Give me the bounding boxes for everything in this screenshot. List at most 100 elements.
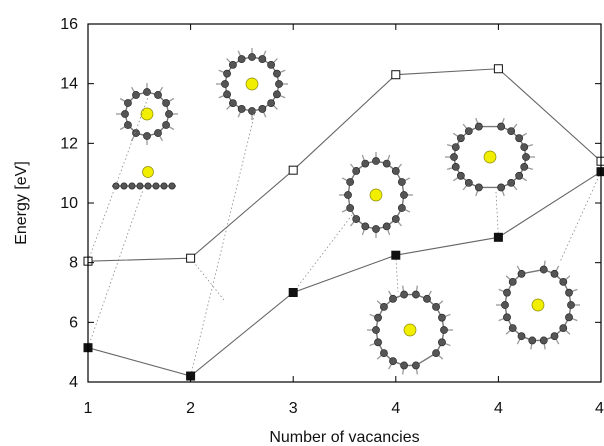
carbon-atom [432,349,440,358]
y-axis-label: Energy [eV] [13,161,30,245]
carbon-atom [507,178,516,187]
carbon-atom [517,269,526,278]
y-tick-label: 10 [60,195,78,212]
data-point [288,288,298,297]
y-tick-label: 12 [60,135,78,152]
carbon-atom [223,90,231,99]
carbon-atom [539,265,548,274]
carbon-atom [539,336,548,345]
data-point [391,70,401,80]
metal-atom [245,77,259,91]
plot-frame [87,23,602,383]
carbon-atom [237,55,246,63]
inset-3-vacancy [339,152,413,238]
data-point [288,165,298,175]
carbon-atom [361,159,370,168]
carbon-atom [456,171,465,180]
metal-atom [140,107,154,121]
carbon-atom [464,178,473,187]
carbon-atom [474,183,483,192]
metal-atom [369,188,383,202]
carbon-atom [223,69,231,78]
carbon-atom [154,129,162,137]
carbon-atom [397,204,406,212]
carbon-atom [389,294,397,303]
carbon-atom [124,121,132,129]
carbon-atom [451,143,460,152]
carbon-atom [456,134,465,143]
carbon-atom [440,326,448,334]
carbon-atom [380,349,388,358]
series-line-1 [87,68,602,262]
x-tick-label: 4 [494,400,503,417]
inset-4-vacancy-b [367,285,453,375]
carbon-atom [352,215,361,223]
carbon-atom [273,69,281,78]
carbon-atom [237,105,246,113]
carbon-atom [121,110,129,118]
carbon-atom [229,99,237,107]
carbon-atom [515,134,524,143]
series-line-2 [87,171,602,377]
carbon-atom [567,301,575,309]
carbon-atom [507,127,516,136]
carbon-atom [501,301,509,309]
carbon-atom [412,361,420,370]
carbon-atom [423,294,431,303]
x-tick-label: 4 [391,400,400,417]
x-tick-label: 1 [84,400,93,417]
carbon-atom [391,167,400,175]
metal-atom [531,298,545,312]
carbon-atom [346,204,355,212]
carbon-atom [528,336,537,345]
carbon-atom [438,338,446,347]
guide-line [559,171,602,263]
carbon-atom [128,182,136,190]
carbon-atom [380,302,388,311]
carbon-atom [267,61,275,69]
metal-atom [483,150,497,164]
carbon-atom [275,80,283,88]
carbon-atom [352,167,361,175]
carbon-atom [520,162,529,171]
carbon-atom [258,55,267,63]
x-tick-label: 4 [595,400,604,417]
carbon-atom [497,122,506,131]
carbon-atom [162,121,170,129]
carbon-atom [154,91,162,99]
carbon-atom [344,191,352,199]
carbon-atom [438,313,446,322]
carbon-atom [450,153,458,161]
inset-2-vacancy [216,48,288,120]
carbon-atom [391,215,400,223]
carbon-atom [267,99,275,107]
carbon-atom [160,182,168,190]
carbon-atom [464,127,473,136]
guide-line [190,107,257,377]
guide-line [87,189,144,348]
carbon-atom [382,222,391,231]
guide-line [292,214,353,293]
carbon-atom [565,288,573,297]
inset-1-vacancy-side [112,166,176,190]
metal-atom [403,323,417,337]
carbon-atom [132,91,140,99]
carbon-atom [559,277,568,286]
carbon-atom [497,183,506,192]
carbon-atom [508,324,517,333]
carbon-atom [412,290,420,299]
carbon-atom [143,88,151,96]
carbon-atom [374,313,382,322]
y-tick-label: 4 [69,374,78,391]
data-point [493,232,503,242]
carbon-atom [565,313,573,322]
carbon-atom [144,182,152,190]
carbon-atom [372,157,380,165]
carbon-atom [132,129,140,137]
x-axis-label: Number of vacancies [269,429,419,446]
carbon-atom [273,90,281,99]
carbon-atom [382,159,391,168]
y-tick-label: 6 [69,314,78,331]
